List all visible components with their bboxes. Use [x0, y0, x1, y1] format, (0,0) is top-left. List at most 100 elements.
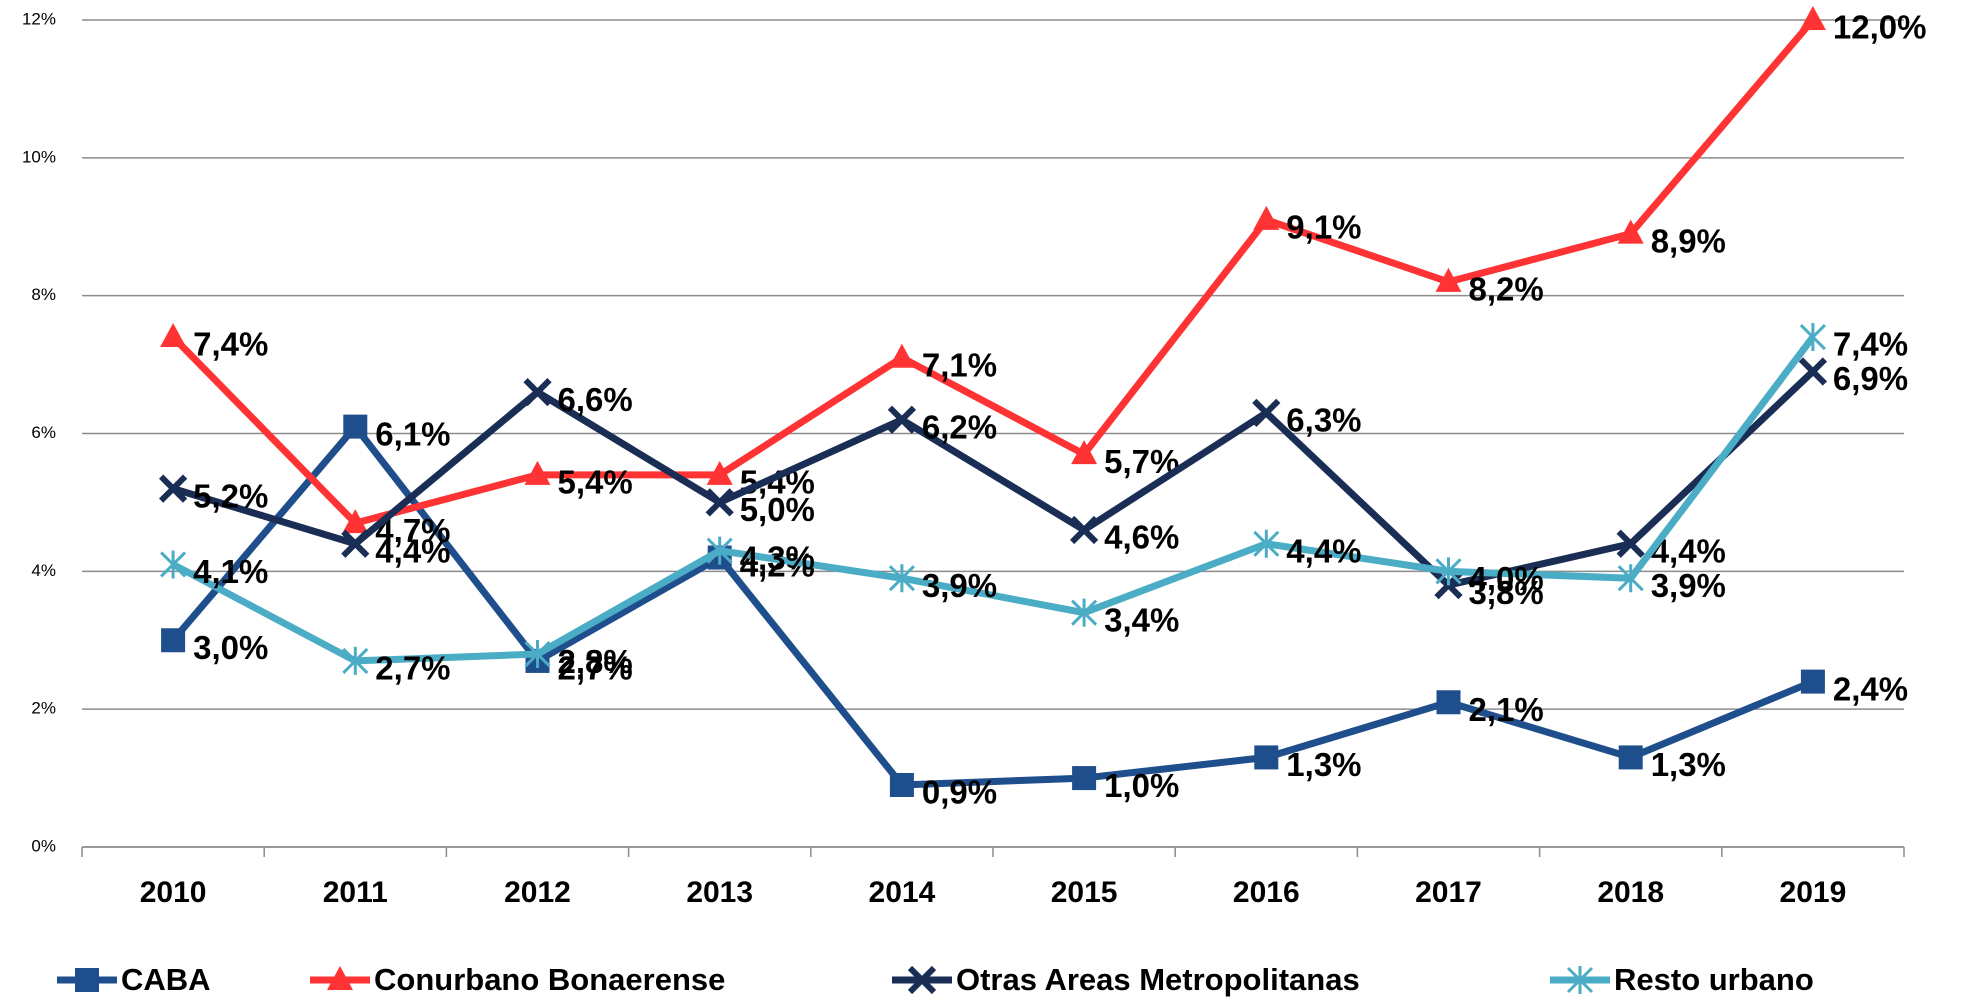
data-point — [1617, 564, 1644, 593]
value-label: 6,6% — [558, 381, 633, 418]
value-label: 8,2% — [1469, 271, 1544, 308]
legend-label: Otras Areas Metropolitanas — [956, 962, 1360, 997]
x-tick-label: 2015 — [1051, 876, 1118, 909]
value-label: 3,0% — [193, 629, 268, 666]
value-label: 0,9% — [922, 774, 997, 811]
y-tick-label: 4% — [31, 561, 56, 580]
value-label: 1,3% — [1651, 746, 1726, 783]
value-label: 2,8% — [558, 643, 633, 680]
x-tick-label: 2014 — [869, 876, 936, 909]
data-point — [158, 474, 188, 503]
legend-item: Conurbano Bonaerense — [310, 962, 725, 997]
x-tick-label: 2019 — [1780, 876, 1847, 909]
series-line — [170, 17, 1816, 527]
data-point — [342, 646, 369, 675]
value-label: 3,4% — [1104, 601, 1179, 638]
x-tick-label: 2012 — [504, 876, 571, 909]
value-label: 5,4% — [558, 464, 633, 501]
value-label: 4,4% — [375, 532, 450, 569]
value-label: 7,4% — [193, 326, 268, 363]
legend-item: CABA — [57, 962, 211, 997]
x-tick-label: 2011 — [323, 876, 388, 909]
value-label: 2,4% — [1833, 670, 1908, 707]
data-point — [1436, 690, 1461, 715]
data-point — [1800, 669, 1825, 694]
data-point — [1071, 598, 1098, 627]
value-label: 4,3% — [740, 539, 815, 576]
value-label: 1,3% — [1286, 746, 1361, 783]
data-point — [1254, 745, 1279, 770]
data-point — [523, 378, 552, 407]
value-label: 2,1% — [1469, 691, 1544, 728]
value-label: 6,2% — [922, 408, 997, 445]
x-tick-label: 2016 — [1233, 876, 1300, 909]
y-tick-label: 8% — [31, 285, 56, 304]
value-label: 4,6% — [1104, 519, 1179, 556]
legend-label: CABA — [121, 962, 211, 997]
legend-marker — [75, 968, 99, 992]
value-label: 6,3% — [1286, 402, 1361, 439]
data-point — [161, 628, 186, 653]
value-label: 5,4% — [740, 464, 815, 501]
value-label: 3,9% — [1651, 567, 1726, 604]
data-point — [1253, 529, 1280, 558]
legend-marker — [327, 966, 353, 990]
value-label: 4,4% — [1286, 532, 1361, 569]
data-point — [160, 323, 187, 348]
data-point — [343, 414, 368, 439]
value-label: 12,0% — [1833, 9, 1927, 46]
data-point — [706, 460, 733, 485]
data-point — [706, 536, 733, 565]
data-point — [888, 343, 915, 368]
value-label: 9,1% — [1286, 209, 1361, 246]
y-tick-label: 10% — [22, 147, 56, 166]
data-point — [1617, 219, 1644, 244]
data-point — [341, 529, 370, 558]
legend-label: Conurbano Bonaerense — [374, 962, 725, 997]
series-line — [170, 423, 1815, 789]
value-label: 5,2% — [193, 477, 268, 514]
data-point — [524, 640, 551, 669]
value-label: 2,7% — [375, 650, 450, 687]
legend-item: Otras Areas Metropolitanas — [892, 962, 1360, 997]
value-label: 7,1% — [922, 346, 997, 383]
data-point — [705, 488, 734, 517]
x-tick-label: 2017 — [1415, 876, 1482, 909]
data-point — [1069, 515, 1099, 545]
series-line — [172, 368, 1816, 589]
data-point — [524, 460, 551, 485]
value-label: 4,0% — [1469, 560, 1544, 597]
value-label: 7,4% — [1833, 326, 1908, 363]
value-label: 4,1% — [193, 553, 268, 590]
value-label: 5,0% — [740, 491, 815, 528]
x-tick-label: 2018 — [1597, 876, 1664, 909]
legend-marker — [907, 965, 937, 995]
data-point — [1618, 745, 1643, 770]
value-label: 2,7% — [558, 650, 633, 687]
legend-label: Resto urbano — [1614, 962, 1814, 997]
data-point — [1252, 398, 1281, 427]
legend-item: Resto urbano — [1550, 962, 1814, 997]
value-label: 3,9% — [922, 567, 997, 604]
data-point — [889, 772, 914, 797]
series-line — [171, 334, 1816, 665]
value-label: 3,8% — [1469, 574, 1544, 611]
x-tick-label: 2013 — [686, 876, 753, 909]
legend-marker — [1566, 966, 1594, 994]
y-tick-label: 0% — [31, 836, 56, 855]
data-point — [160, 550, 187, 579]
y-tick-label: 2% — [31, 699, 56, 718]
x-tick-label: 2010 — [140, 876, 207, 909]
data-point — [1799, 6, 1826, 30]
data-point — [1616, 529, 1645, 558]
value-label: 6,9% — [1833, 360, 1908, 397]
data-point — [1435, 557, 1462, 586]
y-tick-label: 12% — [22, 9, 56, 28]
y-tick-label: 6% — [31, 423, 56, 442]
data-point — [1799, 323, 1826, 352]
data-point — [887, 405, 917, 434]
data-point — [1071, 440, 1098, 465]
value-label: 1,0% — [1104, 767, 1179, 804]
data-point — [342, 509, 369, 534]
